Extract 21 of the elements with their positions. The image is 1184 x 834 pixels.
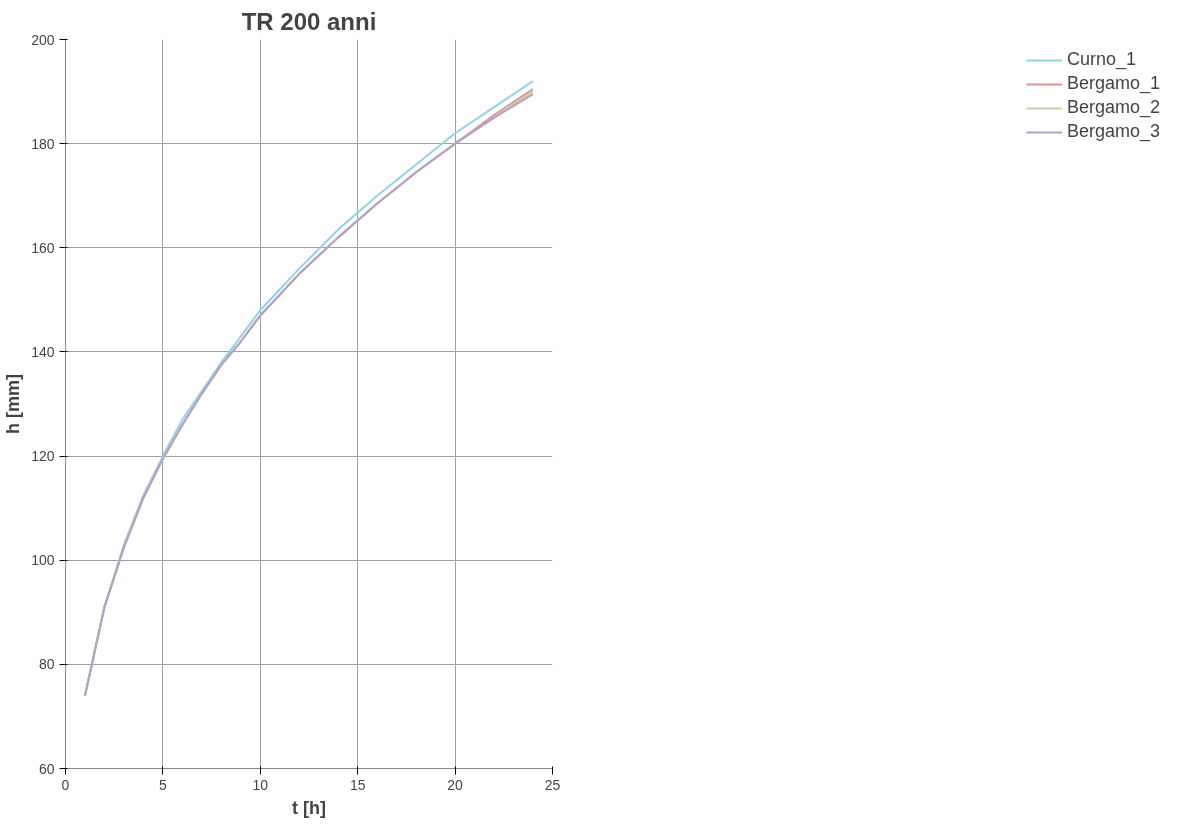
legend-label: Bergamo_1 (1066, 73, 1160, 94)
x-axis-title: t [h] (292, 797, 326, 818)
y-tick-label: 60 (38, 760, 55, 777)
x-tick-label: 10 (252, 776, 269, 793)
x-tick-label: 5 (159, 776, 168, 793)
y-tick-label: 120 (31, 448, 55, 465)
y-tick-label: 200 (31, 31, 55, 48)
y-tick-label: 160 (31, 239, 55, 256)
x-tick-label: 15 (349, 776, 366, 793)
legend-label: Curno_1 (1066, 49, 1136, 70)
legend-label: Bergamo_3 (1066, 121, 1160, 142)
x-tick-label: 20 (447, 776, 464, 793)
y-tick-label: 140 (31, 343, 55, 360)
legend-label: Bergamo_2 (1066, 97, 1160, 118)
chart-title: TR 200 anni (241, 7, 377, 35)
y-tick-label: 80 (38, 656, 55, 673)
x-tick-label: 25 (544, 776, 561, 793)
x-tick-label: 0 (61, 776, 70, 793)
y-tick-label: 100 (31, 552, 55, 569)
y-axis-title: h [mm] (3, 374, 24, 434)
y-tick-label: 180 (31, 135, 55, 152)
